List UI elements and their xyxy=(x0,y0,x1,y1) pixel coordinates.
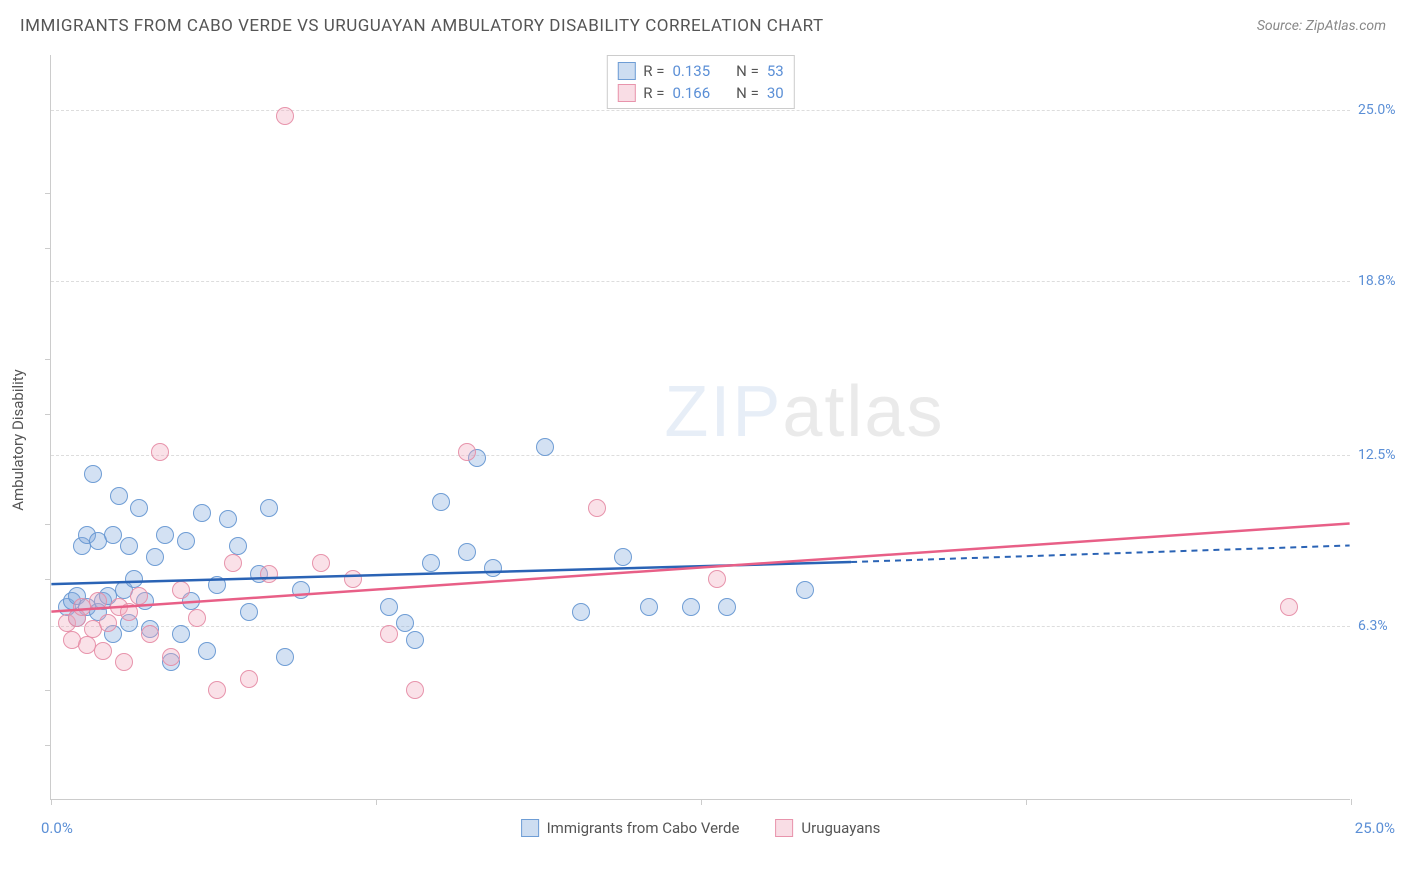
y-tick-label: 25.0% xyxy=(1358,102,1406,118)
scatter-point xyxy=(224,554,242,572)
y-tick xyxy=(45,690,51,691)
scatter-point xyxy=(396,614,414,632)
scatter-point xyxy=(162,648,180,666)
scatter-point xyxy=(94,642,112,660)
legend-label: Uruguayans xyxy=(801,819,880,837)
scatter-point xyxy=(156,526,174,544)
scatter-point xyxy=(344,570,362,588)
scatter-point xyxy=(292,581,310,599)
scatter-point xyxy=(406,631,424,649)
scatter-point xyxy=(640,598,658,616)
plot-area: ZIPatlas R = 0.135 N = 53 R = 0.166 N = … xyxy=(50,55,1350,800)
scatter-point xyxy=(130,587,148,605)
y-tick xyxy=(45,524,51,525)
scatter-point xyxy=(708,570,726,588)
legend-label: Immigrants from Cabo Verde xyxy=(547,819,740,837)
scatter-point xyxy=(198,642,216,660)
legend-item-cabo-verde: Immigrants from Cabo Verde xyxy=(521,819,740,837)
watermark: ZIPatlas xyxy=(664,371,944,453)
legend-swatch-blue xyxy=(617,62,635,80)
scatter-point xyxy=(796,581,814,599)
x-axis-max-label: 25.0% xyxy=(1355,819,1395,837)
scatter-point xyxy=(614,548,632,566)
scatter-point xyxy=(151,443,169,461)
gridline xyxy=(51,281,1350,282)
scatter-point xyxy=(115,653,133,671)
scatter-point xyxy=(458,443,476,461)
scatter-point xyxy=(432,493,450,511)
series-legend: Immigrants from Cabo Verde Uruguayans xyxy=(521,819,881,837)
scatter-point xyxy=(130,499,148,517)
x-tick xyxy=(701,799,702,805)
scatter-point xyxy=(276,648,294,666)
x-tick xyxy=(51,799,52,805)
y-tick-label: 12.5% xyxy=(1358,447,1406,463)
y-tick-label: 18.8% xyxy=(1358,273,1406,289)
scatter-point xyxy=(188,609,206,627)
legend-swatch-pink xyxy=(617,84,635,102)
scatter-point xyxy=(458,543,476,561)
scatter-point xyxy=(312,554,330,572)
stats-legend: R = 0.135 N = 53 R = 0.166 N = 30 xyxy=(606,55,794,109)
y-tick xyxy=(45,579,51,580)
scatter-point xyxy=(84,465,102,483)
scatter-point xyxy=(208,576,226,594)
x-tick xyxy=(1026,799,1027,805)
legend-row-blue: R = 0.135 N = 53 xyxy=(617,60,783,82)
gridline xyxy=(51,455,1350,456)
scatter-point xyxy=(536,438,554,456)
y-tick-label: 6.3% xyxy=(1358,618,1406,634)
y-tick xyxy=(45,193,51,194)
y-axis-label: Ambulatory Disability xyxy=(9,369,27,511)
scatter-point xyxy=(104,526,122,544)
y-tick xyxy=(45,359,51,360)
scatter-point xyxy=(682,598,700,616)
scatter-point xyxy=(219,510,237,528)
chart-title: IMMIGRANTS FROM CABO VERDE VS URUGUAYAN … xyxy=(20,16,824,36)
scatter-point xyxy=(193,504,211,522)
legend-row-pink: R = 0.166 N = 30 xyxy=(617,82,783,104)
scatter-point xyxy=(484,559,502,577)
scatter-point xyxy=(229,537,247,555)
scatter-point xyxy=(89,592,107,610)
scatter-point xyxy=(422,554,440,572)
scatter-point xyxy=(141,625,159,643)
scatter-point xyxy=(380,598,398,616)
scatter-point xyxy=(110,487,128,505)
scatter-point xyxy=(718,598,736,616)
scatter-point xyxy=(260,499,278,517)
legend-swatch-icon xyxy=(775,819,793,837)
gridline xyxy=(51,626,1350,627)
y-tick xyxy=(45,745,51,746)
scatter-point xyxy=(240,603,258,621)
scatter-point xyxy=(99,614,117,632)
y-tick xyxy=(45,414,51,415)
scatter-point xyxy=(146,548,164,566)
scatter-point xyxy=(120,603,138,621)
scatter-point xyxy=(120,537,138,555)
scatter-point xyxy=(406,681,424,699)
chart-container: Ambulatory Disability ZIPatlas R = 0.135… xyxy=(50,55,1380,825)
scatter-point xyxy=(177,532,195,550)
scatter-point xyxy=(588,499,606,517)
source-attribution: Source: ZipAtlas.com xyxy=(1257,18,1386,34)
x-tick xyxy=(1351,799,1352,805)
scatter-point xyxy=(572,603,590,621)
scatter-point xyxy=(208,681,226,699)
legend-swatch-icon xyxy=(521,819,539,837)
legend-item-uruguayans: Uruguayans xyxy=(775,819,880,837)
scatter-point xyxy=(260,565,278,583)
scatter-point xyxy=(172,581,190,599)
scatter-point xyxy=(240,670,258,688)
scatter-point xyxy=(125,570,143,588)
scatter-point xyxy=(172,625,190,643)
x-axis-min-label: 0.0% xyxy=(41,819,73,837)
x-tick xyxy=(376,799,377,805)
scatter-point xyxy=(1280,598,1298,616)
gridline xyxy=(51,110,1350,111)
y-tick xyxy=(45,248,51,249)
scatter-point xyxy=(276,107,294,125)
scatter-point xyxy=(380,625,398,643)
